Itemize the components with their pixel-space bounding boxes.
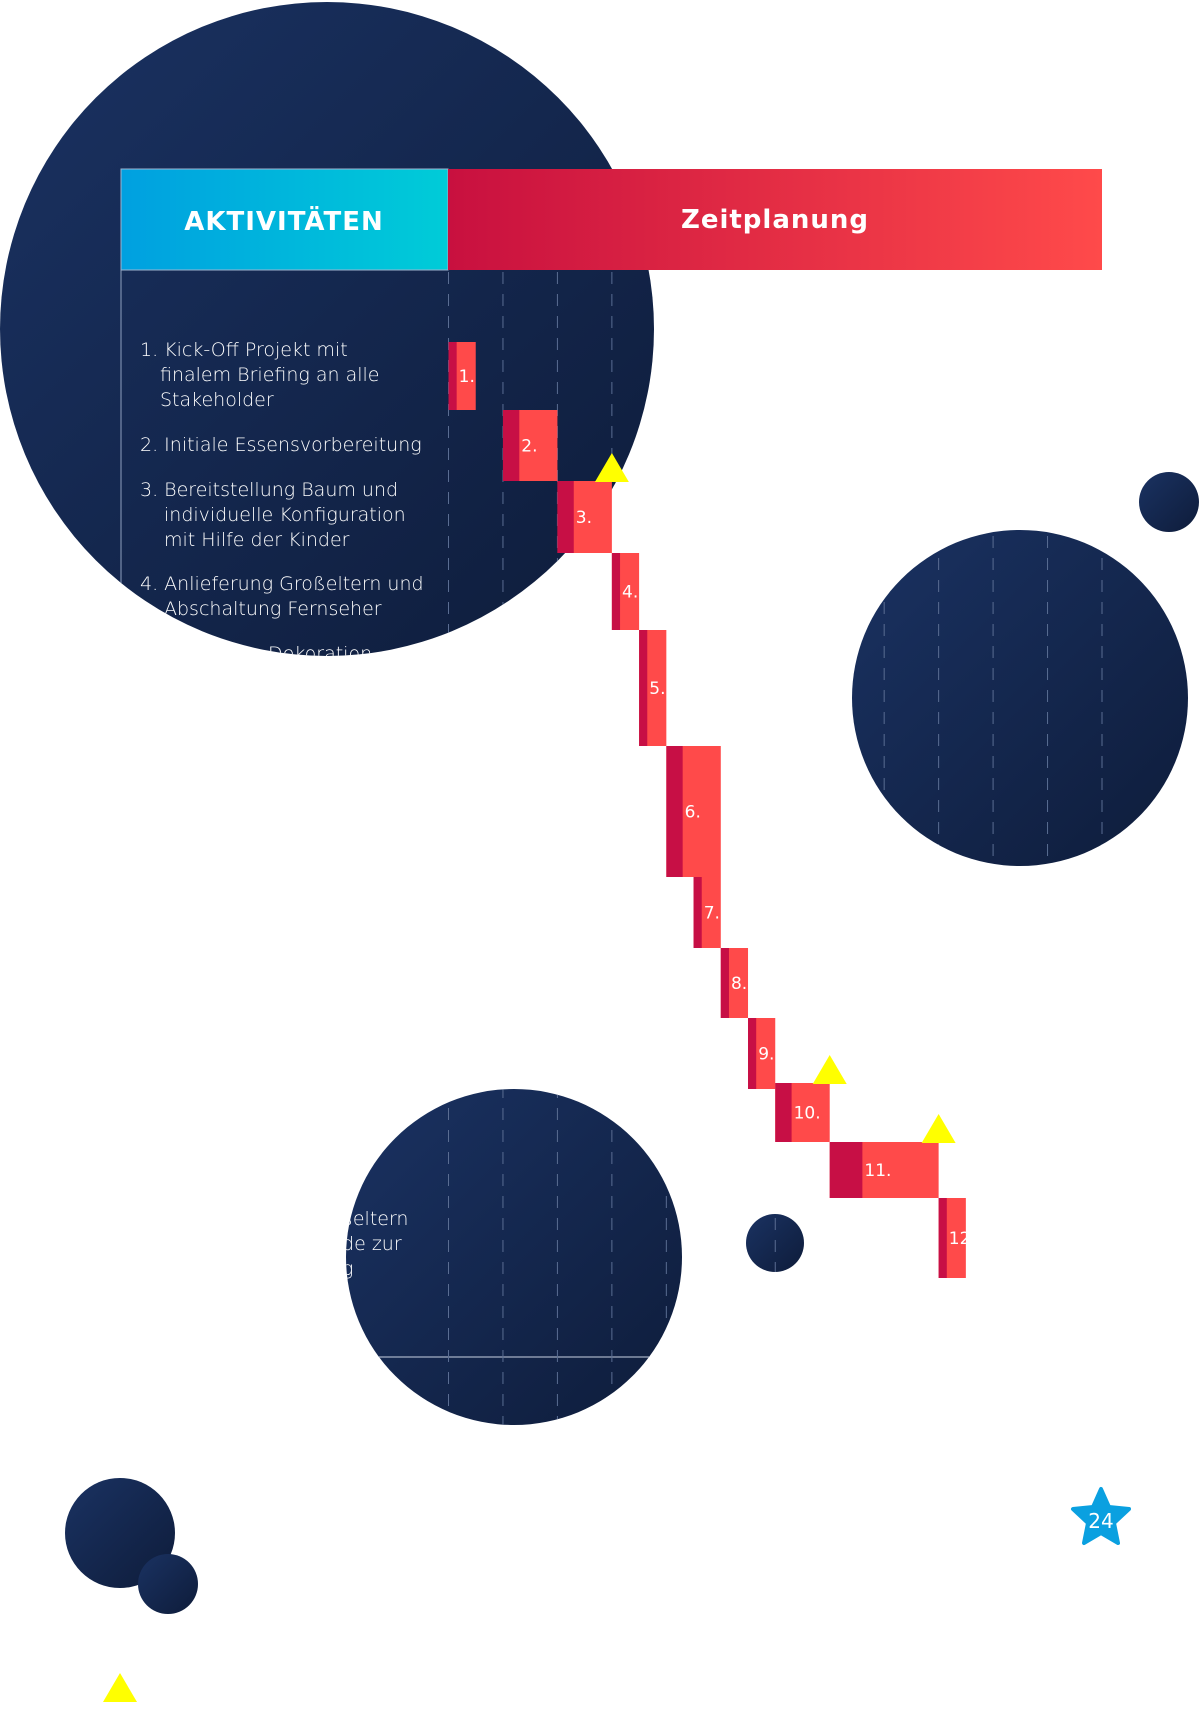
- bar-label: 12.: [949, 1229, 976, 1249]
- bar-label: 9.: [758, 1045, 774, 1065]
- decorative-triangle-icon: [103, 1673, 137, 1702]
- activity-2-line-1: 2. Initiale Essensvorbereitung: [140, 434, 422, 456]
- activity-3-line-3: mit Hilfe der Kinder: [164, 529, 350, 551]
- bar-lead: [693, 877, 702, 948]
- bar-label: 8.: [731, 974, 747, 994]
- gantt-bar-3: 3.: [557, 453, 629, 553]
- header-schedule-cell: [448, 169, 1102, 270]
- bar-lead: [720, 948, 729, 1018]
- milestone-triangle-icon: [921, 1114, 956, 1143]
- bar-lead: [748, 1018, 757, 1089]
- bar-lead: [829, 1142, 863, 1198]
- gantt-bar-10: 10.: [775, 1055, 847, 1142]
- gantt-bar-8: 8.: [720, 948, 749, 1018]
- activity-partial-line-2: nde zur: [330, 1233, 402, 1255]
- bar-label: 3.: [576, 508, 592, 528]
- activity-3-line-2: individuelle Konfiguration: [164, 504, 406, 526]
- circle-bottom-left-small: [138, 1554, 198, 1614]
- bar-label: 6.: [685, 803, 701, 823]
- activity-4-line-2: Abschaltung Fernseher: [164, 598, 382, 620]
- bar-lead: [557, 481, 574, 553]
- page-number-badge: 24: [1071, 1487, 1131, 1545]
- activity-5-partial: Dekoration: [268, 643, 372, 665]
- bar-label: 4.: [622, 583, 638, 603]
- circle-right: [852, 530, 1188, 866]
- milestone-triangle-icon: [812, 1055, 847, 1084]
- bar-lead: [611, 553, 621, 630]
- activity-partial-line-3: ng: [330, 1258, 353, 1280]
- gantt-bar-12: 12.: [938, 1198, 976, 1278]
- gantt-bar-11: 11.: [829, 1114, 956, 1198]
- gantt-bar-9: 9.: [748, 1018, 776, 1089]
- circle-large-top: [0, 2, 654, 656]
- bar-label: 1.: [459, 367, 475, 387]
- gantt-bar-6: 6.: [666, 746, 721, 877]
- background-circles: [0, 2, 1199, 1614]
- bar-lead: [448, 342, 457, 410]
- gantt-bars: 1. 2. 3. 4. 5. 6. 7. 8. 9. 10. 11. 12.: [448, 342, 976, 1278]
- bar-lead: [502, 410, 520, 481]
- activity-3-line-1: 3. Bereitstellung Baum und: [140, 479, 398, 501]
- bar-lead: [775, 1083, 792, 1142]
- table-header: AKTIVITÄTEN Zeitplanung: [120, 168, 1102, 271]
- gantt-bar-4: 4.: [611, 553, 640, 630]
- star-icon: [1071, 1487, 1131, 1545]
- circle-bottom-left: [65, 1478, 175, 1588]
- milestone-triangle-icon: [594, 453, 629, 482]
- activity-list: 1. Kick-Off Projekt mit finalem Briefing…: [140, 339, 424, 1280]
- gantt-bar-2: 2.: [502, 410, 558, 481]
- page-number: 24: [1088, 1509, 1113, 1533]
- bar-lead: [639, 630, 648, 746]
- activity-1-line-1: 1. Kick-Off Projekt mit: [140, 339, 348, 361]
- circle-small-right: [1139, 472, 1199, 532]
- gantt-bar-7: 7.: [693, 877, 721, 948]
- bar-lead: [938, 1198, 947, 1278]
- header-activities-label: AKTIVITÄTEN: [184, 205, 384, 237]
- activity-4-line-1: 4. Anlieferung Großeltern und: [140, 573, 424, 595]
- bar-label: 7.: [704, 904, 720, 924]
- activity-1-line-3: Stakeholder: [160, 389, 274, 411]
- bar-lead: [666, 746, 683, 877]
- bar-label: 11.: [864, 1161, 891, 1181]
- activity-1-line-2: finalem Briefing an alle: [160, 364, 379, 386]
- header-activities-cell: [120, 168, 449, 271]
- bar-label: 2.: [521, 437, 537, 457]
- bar-label: 10.: [794, 1104, 821, 1124]
- gantt-bar-5: 5.: [639, 630, 667, 746]
- gantt-bar-1: 1.: [448, 342, 476, 410]
- bar-label: 5.: [649, 679, 665, 699]
- circle-bottom: [346, 1089, 682, 1425]
- activity-partial-line-1: ßeltern: [340, 1208, 408, 1230]
- header-schedule-label: Zeitplanung: [681, 205, 869, 235]
